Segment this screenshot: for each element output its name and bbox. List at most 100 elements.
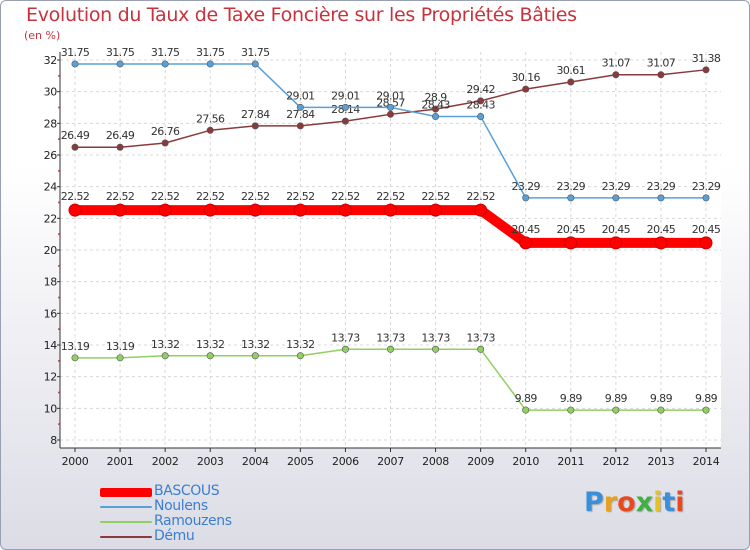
data-label: 27.84 [241, 108, 270, 121]
data-label: 31.75 [61, 46, 90, 59]
data-label: 26.49 [106, 129, 135, 142]
data-point [386, 345, 394, 353]
data-label: 13.32 [241, 338, 270, 351]
data-point [702, 66, 710, 74]
data-label: 31.07 [602, 57, 631, 70]
data-label: 9.89 [605, 392, 628, 405]
data-point [161, 139, 169, 147]
data-label: 23.29 [692, 180, 721, 193]
logo-letter: i [653, 487, 663, 518]
data-label: 27.56 [196, 112, 225, 125]
data-point [384, 203, 397, 217]
data-label: 22.52 [106, 190, 135, 203]
legend-label: Noulens [154, 498, 208, 514]
data-label: 9.89 [560, 392, 583, 405]
series-noulens: 31.75 31.75 31.75 31.75 31.75 29.01 29.01 29.01… [61, 46, 721, 202]
logo-letter: i [675, 487, 685, 518]
data-point [206, 352, 214, 360]
y-tick-label: 26 [44, 149, 58, 162]
data-point [71, 354, 79, 362]
data-point [386, 110, 394, 118]
data-point [116, 60, 124, 68]
y-tick-label: 14 [44, 339, 58, 352]
data-label: 29.01 [286, 89, 315, 102]
x-tick-label: 2001 [107, 455, 134, 468]
data-label: 26.76 [151, 125, 180, 138]
data-label: 22.52 [466, 190, 495, 203]
y-minor-tick [58, 233, 60, 236]
series-bascous: 22.52 22.52 22.52 22.52 22.52 22.52 22.52 22.52… [61, 190, 721, 250]
data-label: 22.52 [241, 190, 270, 203]
y-tick-label: 16 [44, 307, 58, 320]
data-label: 20.45 [602, 223, 631, 236]
proxiti-logo: Proxiti [584, 487, 685, 518]
series-ramouzens: 13.19 13.19 13.32 13.32 13.32 13.32 13.73 13.73… [61, 331, 718, 414]
data-point [657, 406, 665, 414]
data-point [612, 71, 620, 79]
data-label: 27.84 [286, 108, 315, 121]
y-minor-tick [58, 169, 60, 172]
data-point [71, 60, 79, 68]
data-point [432, 113, 440, 121]
data-point [474, 203, 488, 217]
x-tick-label: 2007 [377, 455, 404, 468]
data-point [206, 60, 214, 68]
data-point [293, 203, 307, 217]
y-tick-label: 32 [44, 54, 57, 67]
data-label: 9.89 [650, 392, 673, 405]
logo-letter: x [635, 487, 654, 518]
x-tick-label: 2014 [693, 455, 720, 468]
data-point [612, 194, 620, 202]
data-point [522, 406, 530, 414]
logo-letter: o [617, 487, 636, 518]
data-label: 28.57 [376, 96, 405, 109]
data-label: 22.52 [376, 190, 405, 203]
y-minor-tick [58, 201, 60, 204]
data-point [341, 103, 349, 111]
data-point [432, 345, 440, 353]
data-point [519, 236, 533, 250]
y-minor-tick [58, 391, 60, 394]
y-tick-label: 10 [44, 402, 58, 415]
data-label: 29.01 [331, 89, 360, 102]
data-point [113, 203, 127, 217]
data-label: 28.43 [421, 99, 450, 112]
data-point [248, 203, 262, 217]
data-point [567, 406, 575, 414]
data-point [522, 85, 530, 93]
data-label: 23.29 [647, 180, 676, 193]
data-label: 22.52 [151, 190, 180, 203]
data-label: 13.32 [196, 338, 225, 351]
legend-swatch [100, 536, 152, 538]
y-axis-unit: (en %) [24, 29, 61, 42]
x-tick-label: 2011 [557, 455, 584, 468]
data-label: 31.07 [647, 57, 676, 70]
legend-label: Dému [154, 528, 195, 544]
x-tick-label: 2013 [648, 455, 675, 468]
data-point [296, 103, 304, 111]
data-label: 22.52 [196, 190, 225, 203]
data-label: 23.29 [511, 180, 540, 193]
data-label: 13.73 [376, 331, 405, 344]
data-label: 13.73 [466, 331, 495, 344]
data-point [158, 203, 172, 217]
data-point [341, 345, 349, 353]
data-label: 13.73 [331, 331, 360, 344]
y-minor-tick [58, 328, 60, 331]
data-label: 28.43 [466, 99, 495, 112]
x-tick-label: 2006 [332, 455, 359, 468]
data-point [251, 60, 259, 68]
x-tick-label: 2010 [512, 455, 539, 468]
data-point [296, 352, 304, 360]
data-label: 31.38 [692, 52, 721, 65]
x-tick-label: 2008 [422, 455, 449, 468]
data-point [71, 143, 79, 151]
data-point [429, 203, 443, 217]
data-point [116, 143, 124, 151]
data-point [702, 194, 710, 202]
data-label: 29.42 [466, 83, 495, 96]
data-point [432, 105, 440, 113]
y-minor-tick [58, 106, 60, 109]
y-tick-label: 24 [44, 181, 58, 194]
